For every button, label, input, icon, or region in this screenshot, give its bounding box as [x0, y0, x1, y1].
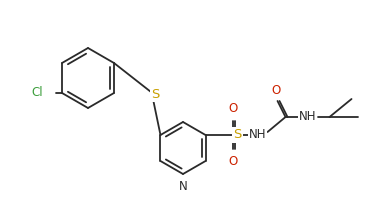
Text: O: O	[228, 102, 237, 115]
Text: Cl: Cl	[31, 86, 43, 99]
Text: S: S	[151, 88, 159, 102]
Text: O: O	[271, 84, 280, 97]
Text: NH: NH	[299, 110, 316, 124]
Text: NH: NH	[249, 128, 266, 141]
Text: S: S	[233, 128, 242, 141]
Text: N: N	[179, 180, 187, 193]
Text: O: O	[228, 155, 237, 168]
